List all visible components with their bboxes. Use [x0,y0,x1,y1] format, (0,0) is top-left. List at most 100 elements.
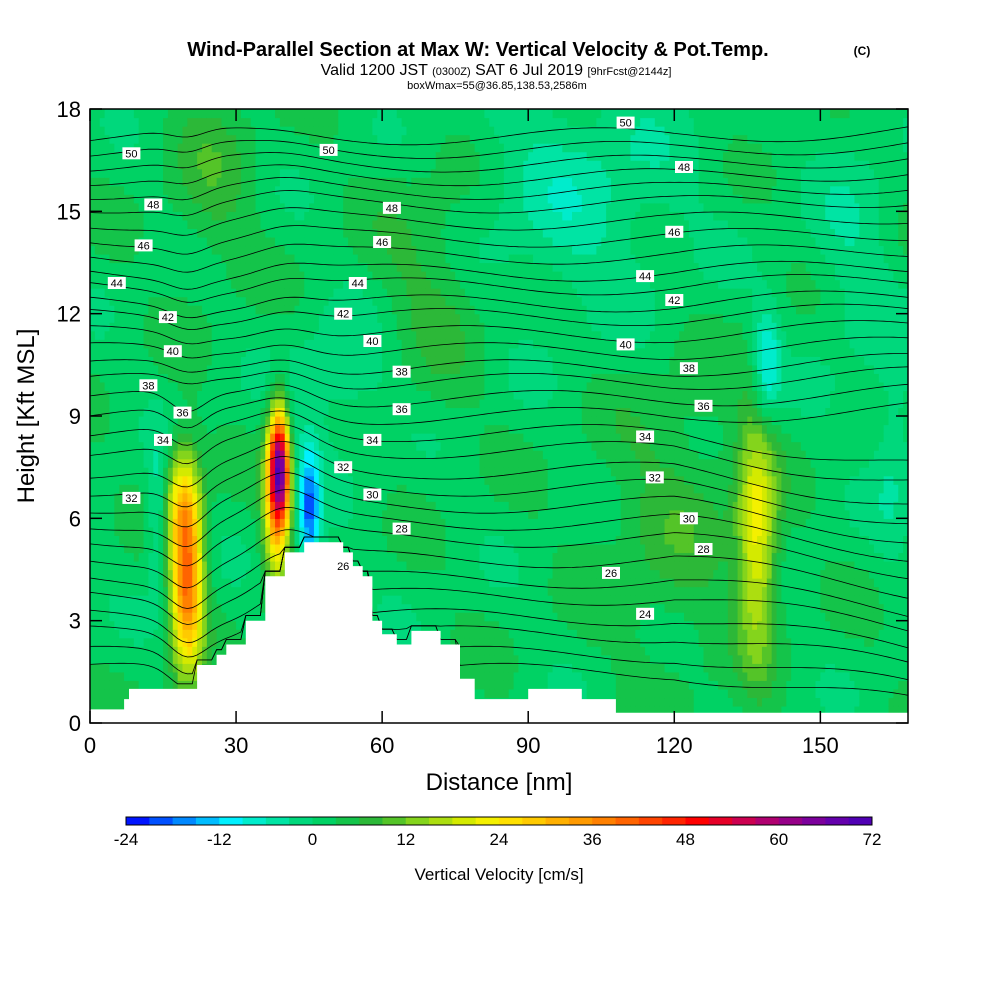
velocity-cell [250,416,257,426]
velocity-cell [216,245,223,255]
velocity-cell [348,168,354,178]
velocity-cell [231,219,237,229]
velocity-cell [416,211,422,221]
velocity-cell [387,501,393,511]
velocity-cell [211,296,218,306]
velocity-cell [211,535,218,545]
velocity-cell [323,109,330,119]
velocity-cell [352,305,359,315]
velocity-cell [304,177,310,187]
velocity-cell [109,151,115,161]
velocity-cell [270,279,276,289]
velocity-cell [396,381,403,392]
velocity-cell [138,578,145,588]
velocity-cell [99,586,106,596]
velocity-cell [226,492,232,502]
velocity-cell [216,296,223,306]
velocity-cell [182,424,188,434]
velocity-cell [284,313,291,323]
velocity-cell [109,578,115,588]
velocity-cell [401,390,408,400]
velocity-cell [143,475,150,485]
velocity-cell [352,143,359,153]
velocity-cell [94,603,101,613]
velocity-cell [143,160,150,170]
velocity-cell [240,228,247,238]
velocity-cell [158,467,164,477]
velocity-cell [265,501,271,511]
velocity-cell [128,526,135,536]
velocity-cell [313,518,320,528]
velocity-cell [182,484,188,494]
velocity-cell [231,228,237,238]
velocity-cell [133,560,140,571]
velocity-cell [333,339,339,349]
velocity-cell [338,296,344,306]
velocity-cell [275,211,281,221]
velocity-cell [348,441,354,451]
velocity-cell [201,526,208,536]
velocity-cell [318,236,325,247]
velocity-cell [172,603,179,613]
velocity-cell [240,313,247,323]
velocity-cell [104,603,111,613]
velocity-cell [182,552,188,562]
velocity-cell [313,236,320,247]
velocity-cell [226,501,232,511]
velocity-cell [362,202,369,212]
velocity-cell [211,450,218,460]
velocity-cell [421,381,427,392]
velocity-cell [270,151,276,161]
velocity-cell [187,416,193,426]
velocity-cell [255,458,262,468]
velocity-cell [231,595,237,605]
velocity-cell [309,211,315,221]
velocity-cell [158,271,164,281]
velocity-cell [382,390,388,400]
velocity-cell [124,236,130,247]
velocity-cell [411,518,417,528]
velocity-cell [167,236,174,247]
velocity-cell [109,646,115,656]
velocity-cell [201,356,208,366]
velocity-cell [133,347,140,357]
velocity-cell [167,467,174,477]
velocity-cell [172,390,179,400]
velocity-cell [192,578,198,588]
velocity-cell [104,339,111,349]
velocity-cell [250,245,257,255]
velocity-cell [357,526,364,536]
velocity-cell [255,535,262,545]
velocity-cell [172,620,179,630]
velocity-cell [119,416,125,426]
velocity-cell [99,612,106,622]
velocity-cell [158,322,164,332]
velocity-cell [153,160,159,170]
velocity-cell [153,373,159,383]
velocity-cell [279,109,286,119]
velocity-cell [90,535,96,545]
velocity-cell [352,450,359,460]
velocity-cell [333,211,339,221]
velocity-cell [333,245,339,255]
velocity-cell [416,492,422,502]
velocity-cell [304,322,310,332]
velocity-cell [201,347,208,357]
velocity-cell [99,271,106,281]
velocity-cell [299,288,305,298]
velocity-cell [245,509,252,519]
velocity-cell [192,202,198,212]
velocity-cell [236,509,242,519]
velocity-cell [382,109,388,119]
velocity-cell [260,612,266,622]
velocity-cell [109,177,115,187]
velocity-cell [367,467,374,477]
velocity-cell [172,168,179,178]
velocity-cell [328,194,335,204]
velocity-cell [231,390,237,400]
velocity-cell [201,484,208,494]
velocity-cell [362,518,369,528]
velocity-cell [99,313,106,323]
velocity-cell [114,663,120,673]
velocity-cell [279,236,286,247]
